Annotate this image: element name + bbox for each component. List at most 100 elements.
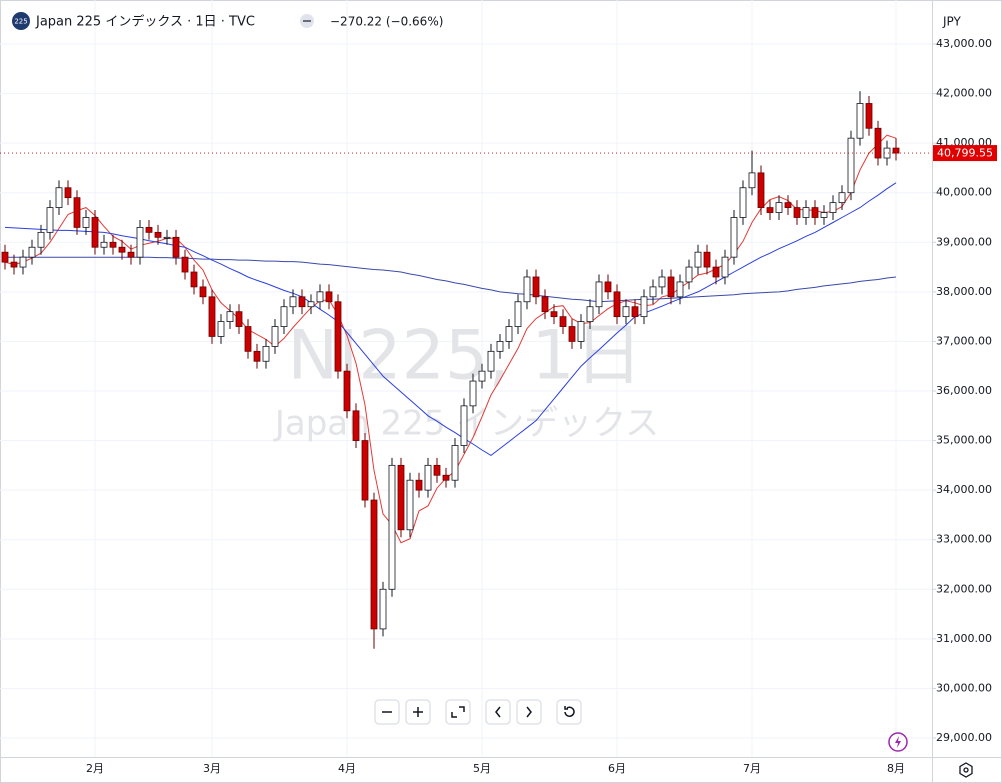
candle-body [406,479,414,531]
y-tick-label: 35,000.00 [936,434,992,447]
y-tick-label: 36,000.00 [936,384,992,397]
candle-body [469,380,477,407]
candle-body [667,276,675,298]
candle-body [352,410,360,441]
last-price-label: 40,799.55 [937,147,993,160]
candle-body [793,207,801,218]
symbol-title: Japan 225 インデックス · 1日 · TVC [35,14,255,30]
candle-body [388,464,396,590]
candle-body [487,350,495,372]
zoom-out-button[interactable] [374,699,400,725]
scroll-right-button[interactable] [516,699,542,725]
candle-body [136,227,144,258]
candle-body [343,370,351,412]
candle-body [37,231,45,248]
candle-body [442,474,450,481]
candle-body [802,207,810,218]
candle-body [361,440,369,501]
settings-button[interactable] [959,762,973,778]
y-tick-label: 31,000.00 [936,632,992,645]
candle-body [154,231,162,238]
candle-body [163,236,171,239]
candle-body [271,326,279,347]
plot [1,91,900,649]
candle-body [613,291,621,318]
candle-body [595,281,603,308]
y-tick-label: 29,000.00 [936,731,992,744]
candle-body [55,187,63,208]
collapse-button[interactable] [300,14,314,28]
y-tick-label: 37,000.00 [936,334,992,347]
zoom-in-button[interactable] [405,699,431,725]
candle-body [415,479,423,491]
currency[interactable]: JPY [942,15,962,29]
candle-body [424,464,432,491]
price-change: −270.22 (−0.66%) [330,15,443,29]
y-tick-label: 43,000.00 [936,37,992,50]
candle-body [856,103,864,139]
y-tick-label: 34,000.00 [936,483,992,496]
candle-body [739,187,747,218]
badge-text: 225 [14,18,27,26]
symbol-badge [12,12,30,30]
y-tick-label: 42,000.00 [936,87,992,100]
candle-body [559,316,567,327]
candle-body [514,301,522,327]
fit-button[interactable] [445,699,471,725]
candle-body [550,311,558,318]
x-tick-label: 4月 [338,762,356,775]
candle-body [775,202,783,213]
candle-body [676,281,684,298]
candle-body [217,321,225,337]
last-price-tag [933,145,997,162]
candle-body [397,464,405,531]
candle-body [766,207,774,213]
candle-body [730,217,738,258]
candle-body [838,192,846,204]
candle-body [325,291,333,303]
candle-body [127,251,135,258]
x-tick-label: 5月 [473,762,491,775]
candle-body [334,301,342,372]
candle-body [1,251,9,263]
scroll-left-button[interactable] [485,699,511,725]
candle-body [577,321,585,342]
candle-body [19,256,27,268]
candle-body [811,207,819,218]
candle-body [379,588,387,630]
candle-body [316,291,324,303]
zoom-controls [374,699,582,725]
candle-body [712,266,720,278]
candle-body [784,202,792,208]
candle-body [190,271,198,288]
candle-body [478,370,486,382]
candle-body [649,286,657,298]
candle-body [262,345,270,362]
candle-body [100,241,108,248]
reset-button[interactable] [556,699,582,725]
y-tick-label: 40,000.00 [936,186,992,199]
candle-body [829,202,837,213]
candle-body [847,137,855,194]
alert-button[interactable] [888,732,908,752]
axes: 29,000.00 30,000.00 31,000.00 32,000.00 33,0… [0,37,997,775]
candle-body [28,246,36,258]
candle-body [280,306,288,327]
candle-body [622,306,630,318]
candle-body [289,296,297,308]
candle-body [631,306,639,318]
moving-average [5,256,897,303]
candle-body [820,212,828,218]
candle-body [451,445,459,481]
candle-body [73,197,81,228]
candle-body [118,246,126,253]
candle-body [496,341,504,352]
candle-body [235,311,243,327]
candle-body [640,296,648,318]
candle-body [694,251,702,268]
candle-body [91,217,99,248]
x-tick-label: 2月 [86,762,104,775]
candle-body [199,286,207,298]
y-tick-label: 33,000.00 [936,533,992,546]
